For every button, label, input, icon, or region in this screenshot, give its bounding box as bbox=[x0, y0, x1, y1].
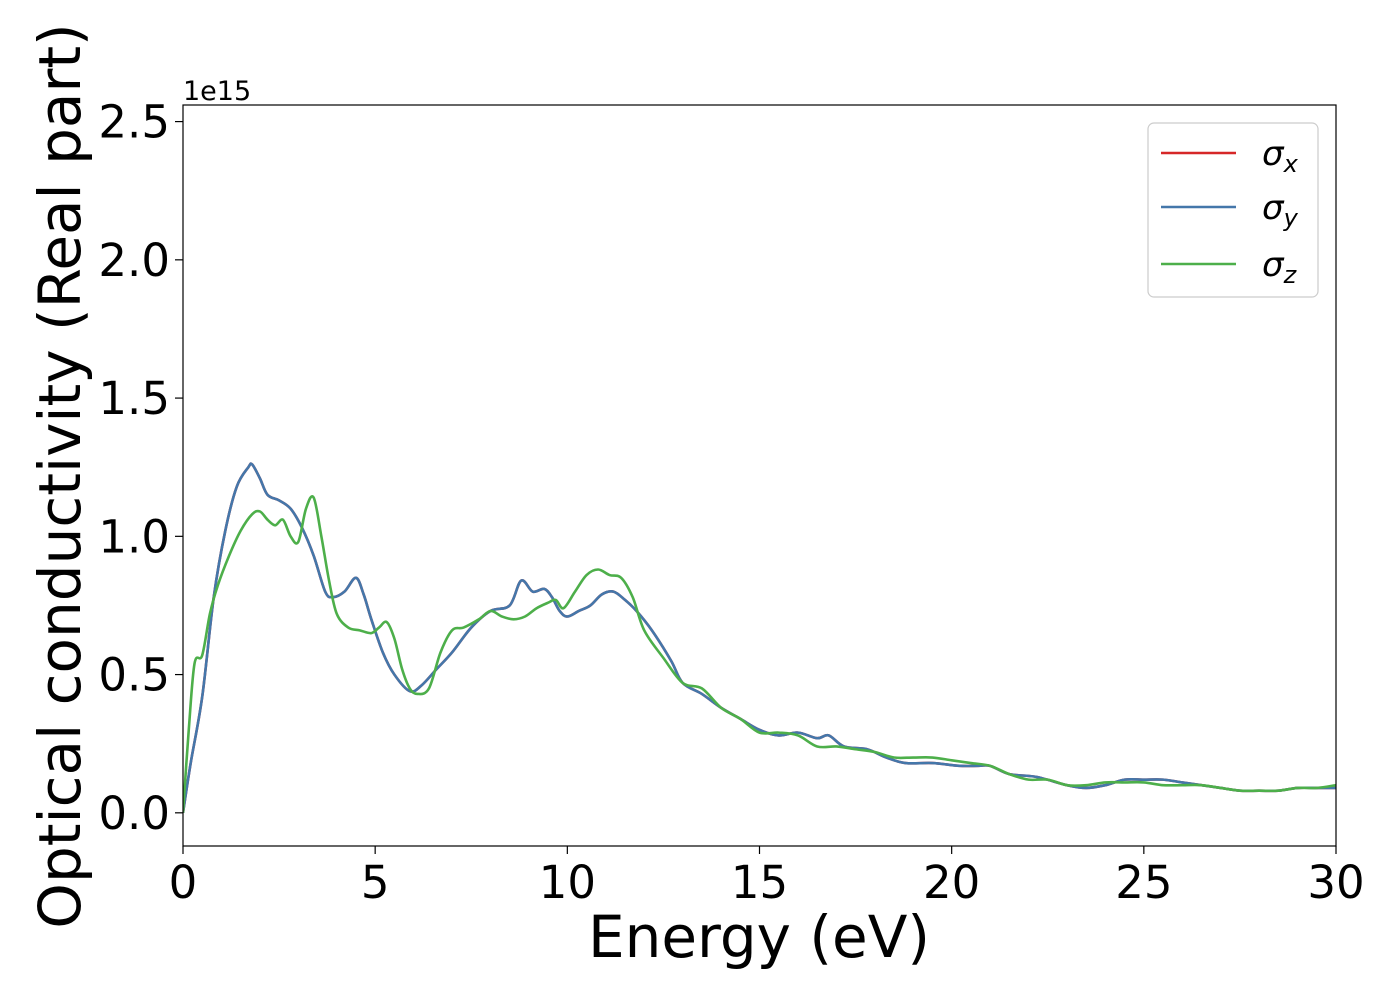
y-tick-label: 0.0 bbox=[98, 787, 170, 840]
x-tick-label: 20 bbox=[923, 856, 980, 909]
y-axis-title: Optical conductivity (Real part) bbox=[26, 23, 94, 928]
x-tick-label: 15 bbox=[731, 856, 788, 909]
series-layer bbox=[183, 462, 1336, 814]
x-tick-label: 10 bbox=[539, 856, 596, 909]
y-offset-label: 1e15 bbox=[183, 76, 251, 107]
x-tick-label: 25 bbox=[1115, 856, 1172, 909]
legend-box bbox=[1147, 122, 1319, 298]
series-line-y bbox=[183, 462, 1336, 814]
y-tick-label: 0.5 bbox=[98, 649, 170, 702]
y-tick-label: 1.0 bbox=[98, 510, 170, 563]
y-tick-label: 2.0 bbox=[98, 234, 170, 287]
x-axis-title: Energy (eV) bbox=[588, 903, 930, 971]
x-tick-label: 0 bbox=[169, 856, 198, 909]
x-tick-label: 5 bbox=[361, 856, 390, 909]
y-tick-label: 2.5 bbox=[98, 96, 170, 149]
y-axis-ticks: 0.0 0.5 1.0 1.5 2.0 2.5 bbox=[98, 96, 183, 840]
x-axis-ticks: 0 5 10 15 20 25 30 bbox=[169, 846, 1365, 909]
series-line-z bbox=[183, 495, 1336, 813]
x-tick-label: 30 bbox=[1307, 856, 1364, 909]
y-tick-label: 1.5 bbox=[98, 372, 170, 425]
